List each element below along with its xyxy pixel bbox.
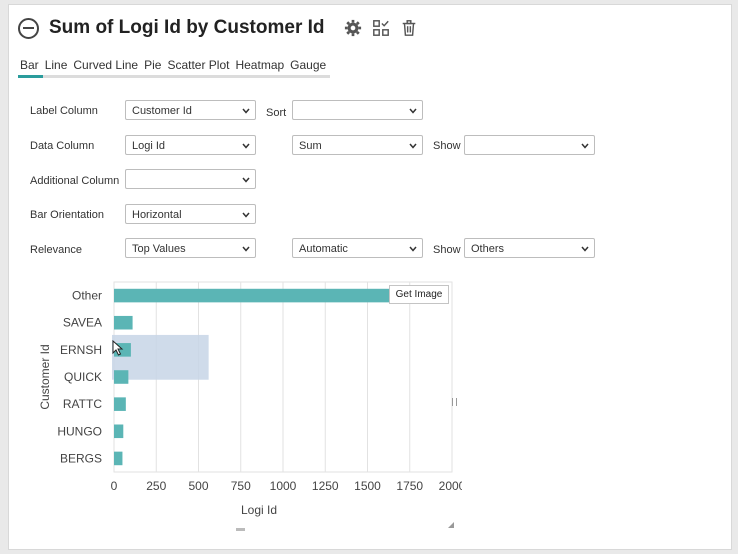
x-tick-label: 1500 — [354, 479, 381, 493]
y-category-label: RATTC — [63, 397, 102, 411]
x-tick-label: 500 — [188, 479, 208, 493]
chevron-down-icon — [242, 107, 250, 115]
y-axis-title: Customer Id — [38, 344, 52, 409]
label-column-select[interactable]: Customer Id — [125, 100, 256, 120]
resize-handle-vertical[interactable] — [452, 398, 457, 406]
mouse-cursor-icon — [112, 340, 124, 356]
sort-select[interactable] — [292, 100, 423, 120]
y-category-label: SAVEA — [63, 316, 102, 330]
tab-heatmap[interactable]: Heatmap — [233, 58, 289, 78]
chevron-down-icon — [242, 245, 250, 253]
relevance-select[interactable]: Top Values — [125, 238, 256, 258]
x-tick-label: 1000 — [270, 479, 297, 493]
bar — [114, 315, 133, 330]
tab-bar[interactable]: Bar — [18, 58, 43, 78]
chevron-down-icon — [409, 245, 417, 253]
relevance-mode-select[interactable]: Automatic — [292, 238, 423, 258]
relevance-mode-value: Automatic — [299, 243, 348, 255]
show-others-select[interactable]: Others — [464, 238, 595, 258]
bar-chart: 0 250 500 750 1000 1250 1500 1750 2000 Other SAVEA… — [22, 276, 466, 526]
x-tick-label: 1750 — [396, 479, 423, 493]
additional-column-label: Additional Column — [30, 175, 120, 187]
get-image-button[interactable]: Get Image — [389, 285, 449, 304]
collapse-icon[interactable] — [18, 17, 39, 39]
chart-panel — [8, 4, 732, 550]
chevron-down-icon — [409, 142, 417, 150]
panel-header: Sum of Logi Id by Customer Id — [18, 14, 427, 42]
y-category-label: BERGS — [60, 451, 102, 465]
x-tick-label: 1250 — [312, 479, 339, 493]
bar-orientation-label: Bar Orientation — [30, 209, 104, 221]
data-column-label: Data Column — [30, 140, 95, 152]
show-label: Show — [433, 140, 461, 152]
gear-icon[interactable] — [343, 18, 363, 38]
chart-type-tabs: Bar Line Curved Line Pie Scatter Plot He… — [18, 58, 331, 78]
x-tick-label: 0 — [111, 479, 118, 493]
bar-orientation-select[interactable]: Horizontal — [125, 204, 256, 224]
chevron-down-icon — [581, 245, 589, 253]
sort-label: Sort — [266, 107, 287, 119]
data-column-value: Logi Id — [132, 140, 166, 152]
chevron-down-icon — [242, 142, 250, 150]
relevance-label: Relevance — [30, 244, 82, 256]
bar — [114, 397, 126, 411]
tab-curved-line[interactable]: Curved Line — [71, 58, 143, 78]
x-tick-label: 250 — [146, 479, 166, 493]
label-column-label: Label Column — [30, 105, 98, 117]
x-tick-label: 2000 — [439, 479, 462, 493]
chevron-down-icon — [242, 211, 250, 219]
trash-icon[interactable] — [399, 18, 419, 38]
chevron-down-icon — [581, 142, 589, 150]
y-category-label: ERNSH — [60, 343, 102, 357]
aggregate-select[interactable]: Sum — [292, 135, 423, 155]
y-category-label: HUNGO — [57, 424, 102, 438]
bar — [114, 288, 393, 303]
additional-column-select[interactable] — [125, 169, 256, 189]
y-category-label: QUICK — [64, 370, 102, 384]
resize-corner-icon[interactable] — [448, 522, 454, 528]
data-column-select[interactable]: Logi Id — [125, 135, 256, 155]
show-select[interactable] — [464, 135, 595, 155]
show-others-value: Others — [471, 243, 505, 255]
tab-pie[interactable]: Pie — [142, 58, 166, 78]
relevance-value: Top Values — [132, 243, 186, 255]
tab-scatter-plot[interactable]: Scatter Plot — [165, 58, 234, 78]
chevron-down-icon — [242, 176, 250, 184]
bar-orientation-value: Horizontal — [132, 209, 182, 221]
x-tick-label: 750 — [231, 479, 251, 493]
y-category-label: Other — [72, 289, 102, 303]
panel-title: Sum of Logi Id by Customer Id — [49, 17, 325, 38]
bar-chart-svg: 0 250 500 750 1000 1250 1500 1750 2000 Other SAVEA… — [38, 281, 466, 517]
bar — [114, 370, 129, 384]
chevron-down-icon — [409, 107, 417, 115]
tab-line[interactable]: Line — [42, 58, 72, 78]
bar — [114, 424, 124, 439]
aggregate-value: Sum — [299, 140, 322, 152]
bar — [114, 451, 123, 466]
tab-gauge[interactable]: Gauge — [288, 58, 331, 78]
show-others-label: Show — [433, 244, 461, 256]
label-column-value: Customer Id — [132, 105, 192, 117]
resize-handle-bottom[interactable] — [236, 528, 245, 531]
chart-edit-icon[interactable] — [371, 18, 391, 38]
x-axis-title: Logi Id — [241, 503, 277, 517]
